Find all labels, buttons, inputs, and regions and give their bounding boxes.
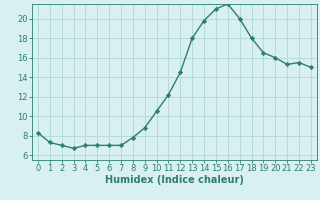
X-axis label: Humidex (Indice chaleur): Humidex (Indice chaleur) (105, 175, 244, 185)
